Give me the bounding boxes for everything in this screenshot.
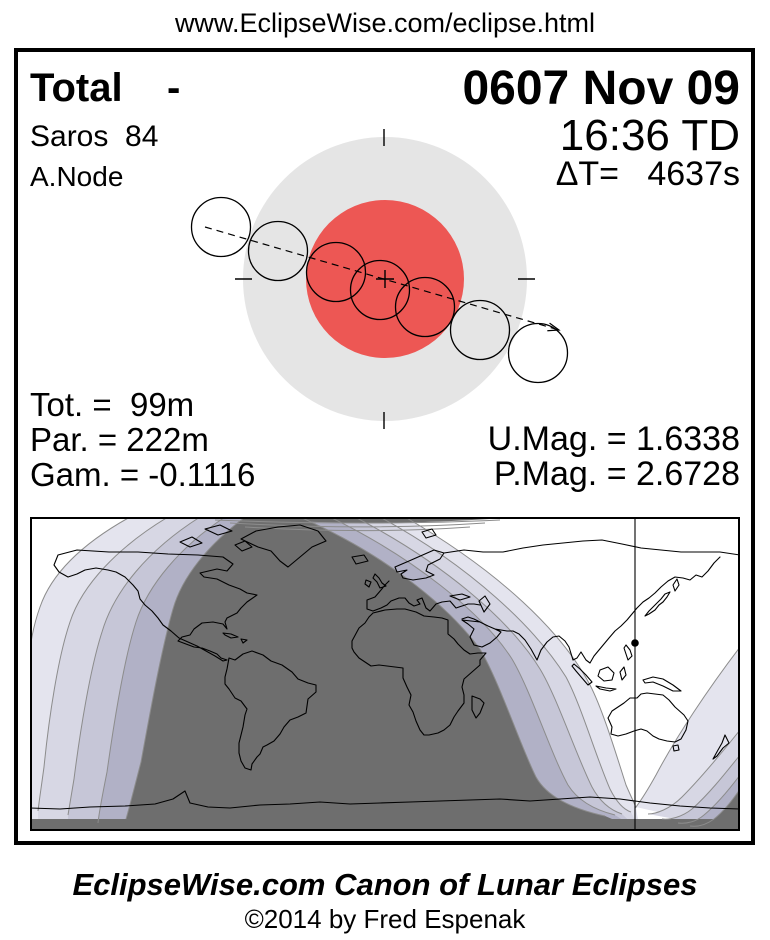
- band-contour-lines: [30, 517, 740, 827]
- greatest-eclipse-time: 16:36 TD: [559, 111, 740, 160]
- total-visibility-zone: [126, 517, 640, 831]
- moon-position-circle: [394, 276, 456, 338]
- figure-box: [14, 48, 755, 845]
- gamma-value: Gam. = -0.1116: [30, 456, 256, 493]
- partial-duration: Par. = 222m: [30, 421, 209, 458]
- delta-t-value: ΔT= 4637s: [555, 155, 740, 193]
- footer-title: EclipseWise.com Canon of Lunar Eclipses: [72, 867, 698, 902]
- moon-position-circle: [305, 241, 367, 303]
- umbral-magnitude: U.Mag. = 1.6338: [487, 420, 740, 458]
- moon-position-circle: [449, 299, 511, 361]
- moon-path-arrow: [547, 322, 561, 332]
- footer-copyright: ©2014 by Fred Espenak: [244, 904, 526, 934]
- moon-zenith-point-dot: [631, 639, 639, 647]
- moon-position-circle: [507, 322, 569, 384]
- moon-position-circle: [247, 220, 309, 282]
- penumbral-magnitude: P.Mag. = 2.6728: [493, 455, 740, 493]
- moon-path-line: [204, 226, 560, 331]
- header-url: www.EclipseWise.com/eclipse.html: [174, 8, 596, 38]
- eclipse-type-label: Total -: [30, 66, 181, 110]
- penumbral-visibility-bands: [30, 517, 640, 831]
- node-label: A.Node: [30, 161, 124, 192]
- map-border: [30, 517, 740, 831]
- moon-position-circle: [190, 196, 252, 258]
- shadow-center-cross: [376, 270, 394, 288]
- antarctic-night-strip: [30, 819, 740, 831]
- moon-position-circle: [349, 259, 411, 321]
- continent-coastlines: [30, 524, 740, 810]
- totality-duration: Tot. = 99m: [30, 386, 195, 423]
- cardinal-tick-marks: [235, 129, 535, 429]
- visibility-map: [30, 517, 740, 831]
- shadow-geometry-diagram: [190, 129, 569, 429]
- moon-positions-group: [190, 196, 569, 384]
- saros-label: Saros 84: [30, 120, 159, 153]
- eclipse-date: 0607 Nov 09: [462, 62, 740, 115]
